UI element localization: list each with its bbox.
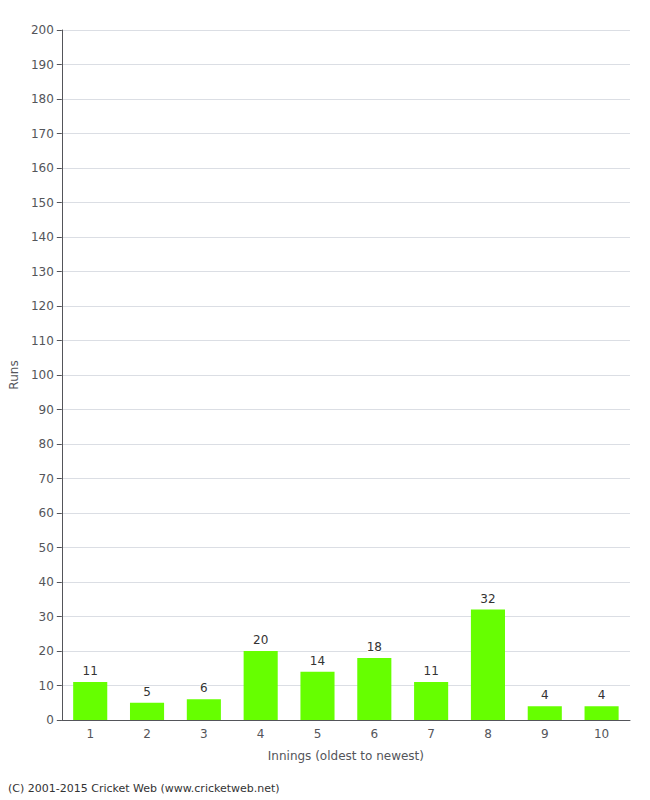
svg-text:2: 2 [143, 727, 151, 741]
svg-text:100: 100 [31, 368, 54, 382]
svg-text:60: 60 [39, 506, 54, 520]
svg-text:140: 140 [31, 230, 54, 244]
svg-text:90: 90 [39, 403, 54, 417]
svg-text:Runs: Runs [7, 360, 21, 389]
svg-text:170: 170 [31, 127, 54, 141]
svg-text:6: 6 [370, 727, 378, 741]
svg-text:150: 150 [31, 196, 54, 210]
svg-text:5: 5 [314, 727, 322, 741]
svg-text:120: 120 [31, 299, 54, 313]
svg-text:4: 4 [541, 688, 549, 702]
svg-text:11: 11 [83, 664, 98, 678]
svg-text:18: 18 [367, 640, 382, 654]
svg-text:7: 7 [427, 727, 435, 741]
svg-text:1: 1 [86, 727, 94, 741]
svg-text:8: 8 [484, 727, 492, 741]
svg-text:6: 6 [200, 681, 208, 695]
svg-text:9: 9 [541, 727, 549, 741]
svg-text:160: 160 [31, 161, 54, 175]
svg-text:4: 4 [598, 688, 606, 702]
svg-text:11: 11 [423, 664, 438, 678]
svg-text:200: 200 [31, 23, 54, 37]
svg-text:5: 5 [143, 685, 151, 699]
svg-text:80: 80 [39, 437, 54, 451]
svg-text:14: 14 [310, 654, 325, 668]
svg-text:20: 20 [253, 633, 268, 647]
svg-text:10: 10 [39, 679, 54, 693]
svg-text:40: 40 [39, 575, 54, 589]
svg-text:30: 30 [39, 610, 54, 624]
svg-text:110: 110 [31, 334, 54, 348]
svg-text:190: 190 [31, 58, 54, 72]
svg-text:3: 3 [200, 727, 208, 741]
svg-text:70: 70 [39, 472, 54, 486]
svg-text:50: 50 [39, 541, 54, 555]
svg-text:(C) 2001-2015 Cricket Web (www: (C) 2001-2015 Cricket Web (www.cricketwe… [8, 782, 280, 795]
svg-text:10: 10 [594, 727, 609, 741]
svg-text:180: 180 [31, 92, 54, 106]
svg-text:20: 20 [39, 644, 54, 658]
svg-text:32: 32 [480, 592, 495, 606]
svg-text:130: 130 [31, 265, 54, 279]
svg-text:Innings (oldest to newest): Innings (oldest to newest) [268, 749, 424, 763]
svg-text:0: 0 [46, 713, 54, 727]
svg-text:4: 4 [257, 727, 265, 741]
